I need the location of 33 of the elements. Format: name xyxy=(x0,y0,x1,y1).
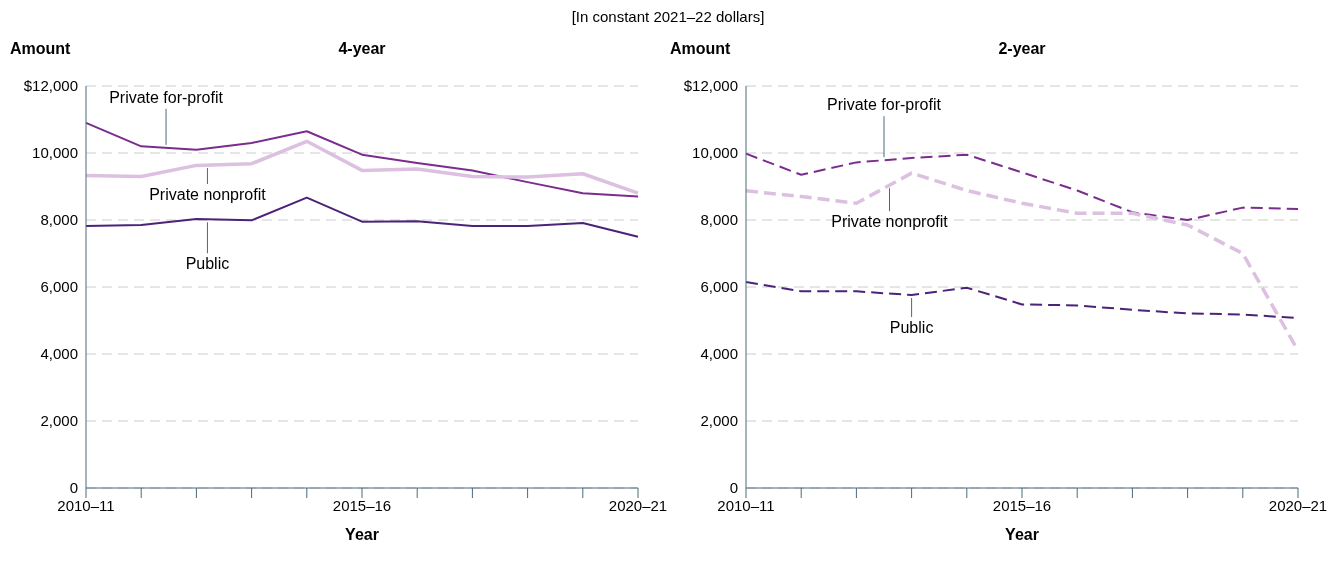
y-tick-label: 6,000 xyxy=(40,278,78,296)
y-tick-label: 0 xyxy=(69,479,78,497)
x-tick-label: 2020–21 xyxy=(608,496,668,514)
x-axis-title: Year xyxy=(1005,526,1039,543)
y-tick-label: 10,000 xyxy=(32,144,78,162)
x-tick-label: 2015–16 xyxy=(332,496,392,514)
y-axis-title: Amount xyxy=(670,40,731,58)
chart-title: 2-year xyxy=(997,40,1047,58)
y-tick-label: 10,000 xyxy=(692,144,738,162)
chart-title: 4-year xyxy=(337,40,387,58)
y-tick-label: 4,000 xyxy=(700,345,738,363)
y-tick-label: $12,000 xyxy=(23,77,78,95)
x-tick-label: 2015–16 xyxy=(992,496,1052,514)
chart-subtitle: [In constant 2021–22 dollars] xyxy=(570,8,766,27)
y-tick-label: 2,000 xyxy=(700,412,738,430)
series-label: Private nonprofit xyxy=(149,186,267,204)
series-label: Private nonprofit xyxy=(831,213,949,231)
y-tick-label: 2,000 xyxy=(40,412,78,430)
text: Private for-profit xyxy=(827,96,942,114)
series-label: Private for-profit xyxy=(109,88,224,106)
text: Public xyxy=(185,255,230,273)
x-tick-label: 2010–11 xyxy=(57,496,115,514)
x-tick-label: 2020–21 xyxy=(1268,496,1328,514)
x-tick-label: 2010–11 xyxy=(717,496,775,514)
y-axis-title: Amount xyxy=(10,40,71,58)
y-tick-label: 0 xyxy=(729,479,738,497)
y-tick-label: 8,000 xyxy=(40,211,78,229)
y-tick-label: 6,000 xyxy=(700,278,738,296)
y-tick-label: $12,000 xyxy=(683,77,738,95)
x-axis-title: Year xyxy=(345,526,379,543)
series-label: Public xyxy=(889,319,934,337)
y-tick-label: 8,000 xyxy=(700,211,738,229)
y-tick-label: 4,000 xyxy=(40,345,78,363)
